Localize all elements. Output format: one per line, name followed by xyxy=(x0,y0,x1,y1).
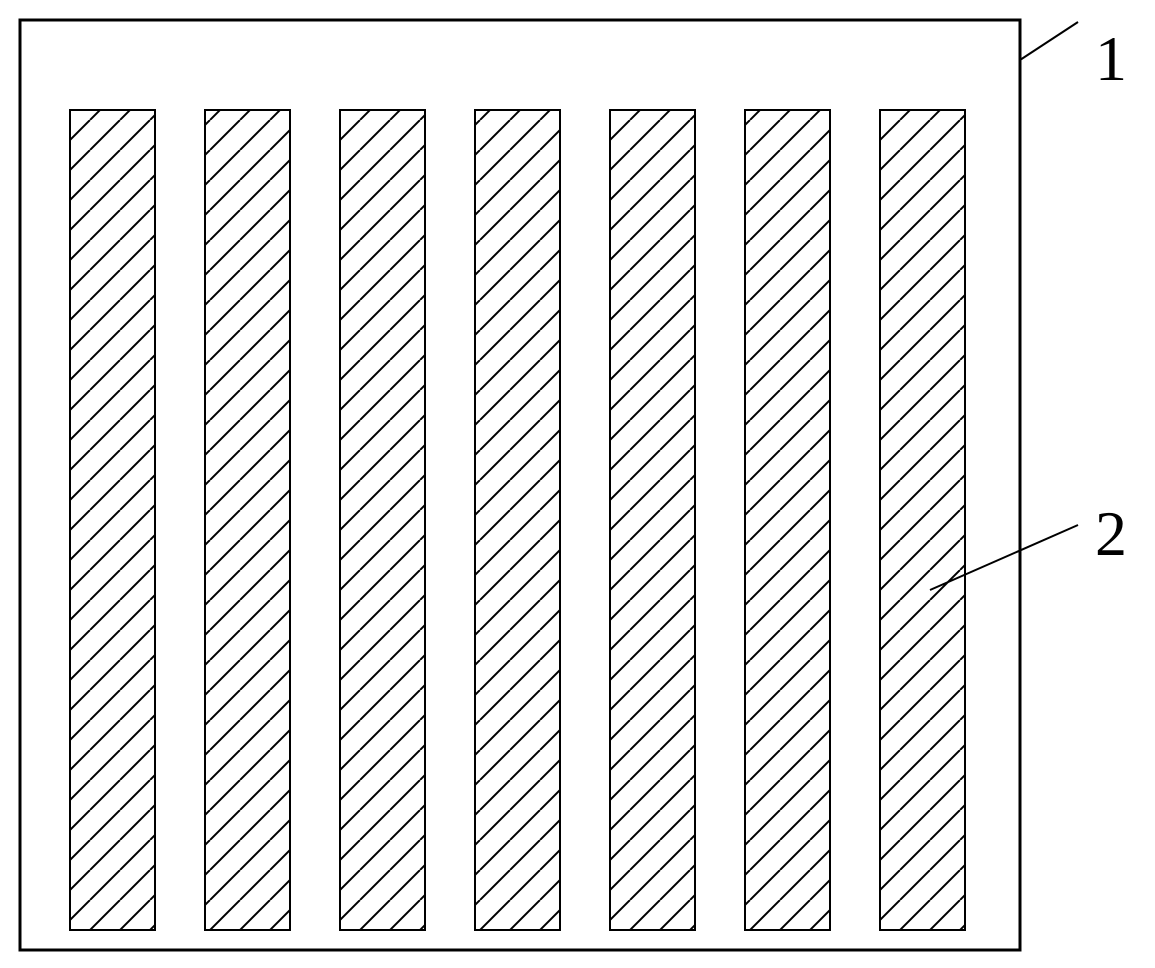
hatched-bar xyxy=(70,110,155,930)
hatched-bar xyxy=(745,110,830,930)
callout-label: 1 xyxy=(1095,23,1127,94)
hatched-bar xyxy=(475,110,560,930)
technical-diagram: 12 xyxy=(0,0,1155,968)
hatched-bar xyxy=(610,110,695,930)
hatched-bar xyxy=(205,110,290,930)
callout-label: 2 xyxy=(1095,498,1127,569)
hatched-bar xyxy=(340,110,425,930)
canvas-bg xyxy=(0,0,1155,968)
hatched-bar xyxy=(880,110,965,930)
